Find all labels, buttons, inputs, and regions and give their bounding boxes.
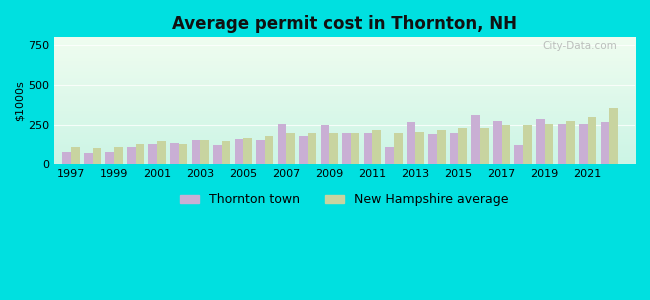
Bar <box>92 148 101 164</box>
Bar <box>170 143 179 164</box>
Bar <box>330 133 338 164</box>
Bar <box>536 119 545 164</box>
Bar <box>343 133 351 164</box>
Bar <box>502 125 510 164</box>
Title: Average permit cost in Thornton, NH: Average permit cost in Thornton, NH <box>172 15 517 33</box>
Bar <box>222 141 230 164</box>
Bar <box>588 117 596 164</box>
Bar <box>351 133 359 164</box>
Bar <box>372 130 381 164</box>
Bar <box>385 147 394 164</box>
Bar <box>299 136 308 164</box>
Bar <box>514 145 523 164</box>
Bar <box>235 139 243 164</box>
Bar <box>609 108 618 164</box>
Bar <box>545 124 553 164</box>
Bar <box>200 140 209 164</box>
Bar <box>458 128 467 164</box>
Bar <box>566 121 575 164</box>
Bar <box>157 141 166 164</box>
Bar <box>136 144 144 164</box>
Bar <box>127 147 136 164</box>
Bar <box>84 153 92 164</box>
Y-axis label: $1000s: $1000s <box>15 80 25 121</box>
Bar <box>148 144 157 164</box>
Bar <box>308 133 317 164</box>
Bar <box>256 140 265 164</box>
Bar <box>192 140 200 164</box>
Bar <box>437 130 445 164</box>
Bar <box>71 147 79 164</box>
Bar <box>320 125 330 164</box>
Bar <box>243 138 252 164</box>
Text: City-Data.com: City-Data.com <box>543 41 618 51</box>
Bar <box>265 136 274 164</box>
Bar <box>114 147 123 164</box>
Legend: Thornton town, New Hampshire average: Thornton town, New Hampshire average <box>176 188 514 211</box>
Bar <box>286 133 295 164</box>
Bar <box>480 128 489 164</box>
Bar <box>364 133 372 164</box>
Bar <box>558 124 566 164</box>
Bar <box>278 124 286 164</box>
Bar <box>213 145 222 164</box>
Bar <box>523 124 532 164</box>
Bar <box>450 133 458 164</box>
Bar <box>579 124 588 164</box>
Bar <box>394 133 402 164</box>
Bar <box>407 122 415 164</box>
Bar <box>62 152 71 164</box>
Bar <box>601 122 609 164</box>
Bar <box>493 121 502 164</box>
Bar <box>428 134 437 164</box>
Bar <box>105 152 114 164</box>
Bar <box>471 115 480 164</box>
Bar <box>415 132 424 164</box>
Bar <box>179 144 187 164</box>
